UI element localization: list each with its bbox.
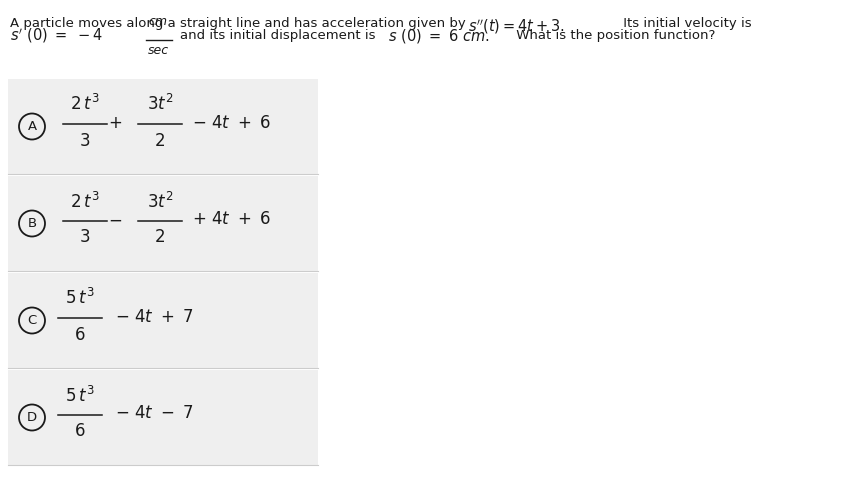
Bar xyxy=(8,176,318,271)
Text: $s'\ (0)\ =\ -4$: $s'\ (0)\ =\ -4$ xyxy=(10,27,103,45)
Text: A particle moves along a straight line and has acceleration given by: A particle moves along a straight line a… xyxy=(10,17,469,30)
Text: cm: cm xyxy=(148,15,167,28)
Bar xyxy=(8,79,318,174)
Text: $3t^2$: $3t^2$ xyxy=(147,94,173,114)
Text: A: A xyxy=(27,120,37,133)
Text: $-\ 4t\ -\ 7$: $-\ 4t\ -\ 7$ xyxy=(115,405,193,422)
Text: and its initial displacement is: and its initial displacement is xyxy=(180,29,375,43)
Text: $3$: $3$ xyxy=(79,229,90,247)
Text: sec: sec xyxy=(148,44,169,57)
Text: $5\,t^3$: $5\,t^3$ xyxy=(65,385,95,406)
Text: $+\ 4t\ +\ 6$: $+\ 4t\ +\ 6$ xyxy=(192,211,271,229)
Bar xyxy=(8,370,318,465)
Text: $s''(t) = 4t + 3.$: $s''(t) = 4t + 3.$ xyxy=(468,17,564,36)
Text: $2$: $2$ xyxy=(154,132,165,150)
Text: B: B xyxy=(27,217,37,230)
Text: $6$: $6$ xyxy=(74,326,86,343)
Text: D: D xyxy=(27,411,37,424)
Text: $2\,t^3$: $2\,t^3$ xyxy=(70,94,100,114)
Text: $-\ 4t\ +\ 7$: $-\ 4t\ +\ 7$ xyxy=(115,308,193,326)
Text: $6$: $6$ xyxy=(74,422,86,440)
Text: $+$: $+$ xyxy=(108,113,122,132)
Text: $-$: $-$ xyxy=(108,211,122,229)
Text: $-\ 4t\ +\ 6$: $-\ 4t\ +\ 6$ xyxy=(192,113,271,132)
Text: Its initial velocity is: Its initial velocity is xyxy=(619,17,751,30)
Text: $3t^2$: $3t^2$ xyxy=(147,191,173,212)
Text: What is the position function?: What is the position function? xyxy=(511,29,715,43)
Text: $3$: $3$ xyxy=(79,132,90,150)
Text: $s\ (0)\ =\ 6\ cm.$: $s\ (0)\ =\ 6\ cm.$ xyxy=(388,27,489,45)
Bar xyxy=(8,273,318,368)
Text: $2\,t^3$: $2\,t^3$ xyxy=(70,191,100,212)
Text: $2$: $2$ xyxy=(154,229,165,247)
Text: $5\,t^3$: $5\,t^3$ xyxy=(65,288,95,309)
Text: C: C xyxy=(27,314,37,327)
